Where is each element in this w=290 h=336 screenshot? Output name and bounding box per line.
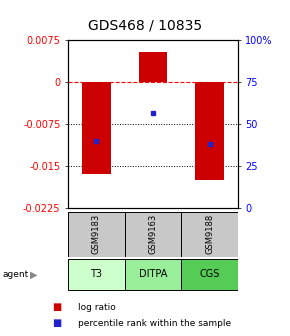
Text: DITPA: DITPA (139, 269, 167, 279)
Text: percentile rank within the sample: percentile rank within the sample (78, 319, 231, 328)
Text: agent: agent (3, 270, 29, 279)
Text: log ratio: log ratio (78, 303, 116, 312)
Bar (125, 212, 181, 257)
Bar (125, 259, 181, 290)
Text: GSM9163: GSM9163 (148, 213, 157, 254)
Text: GDS468 / 10835: GDS468 / 10835 (88, 18, 202, 33)
Text: ▶: ▶ (30, 269, 37, 280)
Bar (82, 82, 110, 174)
Bar (181, 259, 238, 290)
Text: GSM9183: GSM9183 (92, 213, 101, 254)
Bar (181, 212, 238, 257)
Text: CGS: CGS (199, 269, 220, 279)
Text: T3: T3 (90, 269, 102, 279)
Bar (68, 212, 125, 257)
Bar (195, 82, 224, 180)
Bar (139, 51, 167, 82)
Bar (68, 259, 125, 290)
Text: GSM9188: GSM9188 (205, 213, 214, 254)
Text: ■: ■ (52, 318, 61, 328)
Text: ■: ■ (52, 302, 61, 312)
